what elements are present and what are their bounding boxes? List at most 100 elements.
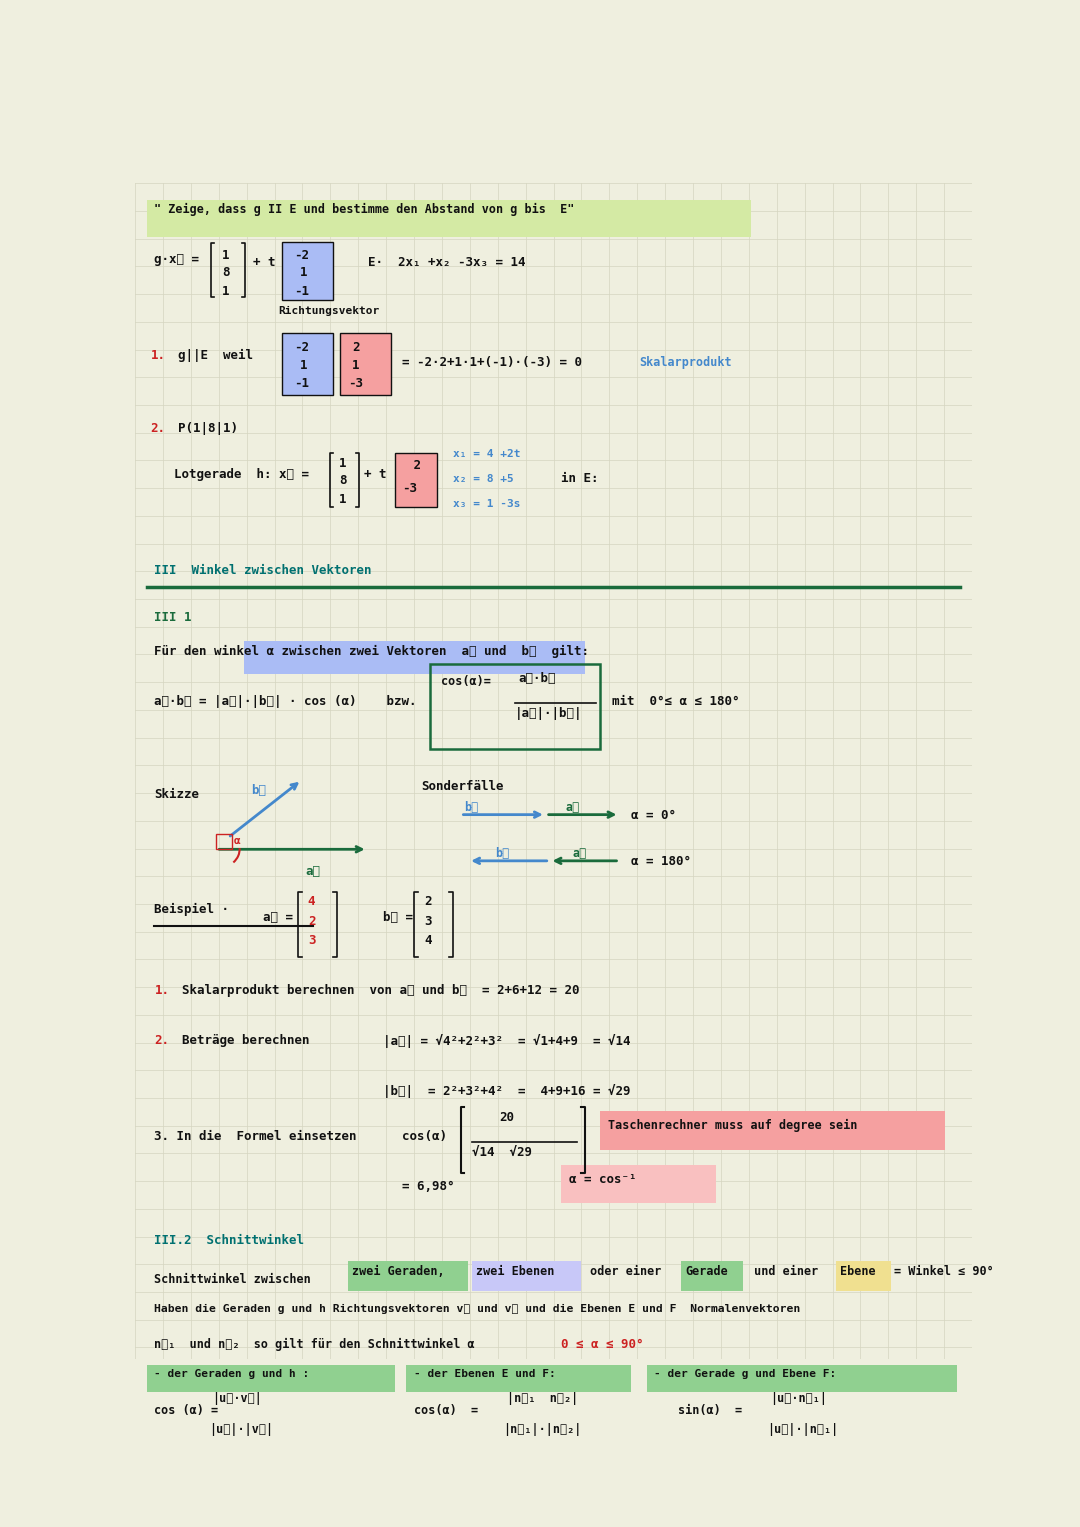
Text: III  Winkel zwischen Vektoren: III Winkel zwischen Vektoren (154, 565, 372, 577)
Bar (216, 834, 232, 849)
Text: |n⃗₁  n⃗₂|: |n⃗₁ n⃗₂| (507, 1393, 578, 1405)
Bar (147, 1365, 394, 1393)
Text: 4: 4 (424, 935, 432, 947)
Text: zwei Geraden,: zwei Geraden, (352, 1264, 445, 1278)
Bar (472, 1261, 581, 1290)
Text: 8: 8 (339, 475, 347, 487)
Text: 1: 1 (300, 359, 308, 371)
Text: cos(α)  =: cos(α) = (414, 1403, 478, 1417)
Text: - der Geraden g und h :: - der Geraden g und h : (154, 1370, 310, 1379)
Text: α = cos⁻¹: α = cos⁻¹ (569, 1173, 636, 1185)
Text: Richtungsvektor: Richtungsvektor (279, 307, 380, 316)
Text: 1: 1 (300, 266, 308, 279)
Text: 2: 2 (424, 895, 432, 909)
Text: Schnittwinkel zwischen: Schnittwinkel zwischen (154, 1274, 319, 1286)
Text: -3: -3 (348, 377, 363, 391)
Text: 3. In die  Formel einsetzen: 3. In die Formel einsetzen (154, 1130, 356, 1144)
Text: |u⃗|·|v⃗|: |u⃗|·|v⃗| (208, 1423, 273, 1435)
Text: 2.: 2. (150, 421, 165, 435)
Bar (282, 241, 333, 299)
Text: 2: 2 (308, 915, 315, 928)
Text: III.2  Schnittwinkel: III.2 Schnittwinkel (154, 1234, 305, 1248)
Bar (406, 1365, 631, 1393)
Text: E·  2x₁ +x₂ -3x₃ = 14: E· 2x₁ +x₂ -3x₃ = 14 (367, 257, 525, 269)
Text: 1.: 1. (150, 348, 165, 362)
Text: |u⃗·n⃗₁|: |u⃗·n⃗₁| (770, 1393, 827, 1405)
Text: - der Ebenen E und F:: - der Ebenen E und F: (414, 1370, 556, 1379)
Text: Beträge berechnen: Beträge berechnen (181, 1034, 309, 1048)
Text: P(1|8|1): P(1|8|1) (177, 421, 238, 435)
Text: 3: 3 (424, 915, 432, 928)
Text: √14  √29: √14 √29 (472, 1145, 532, 1159)
Text: α = 0°: α = 0° (631, 809, 676, 822)
Text: 1: 1 (221, 249, 229, 261)
Text: a⃗: a⃗ (565, 800, 579, 814)
Text: a⃗·b⃗: a⃗·b⃗ (518, 672, 556, 686)
Text: |b⃗|  = 2²+3²+4²  =  4+9+16 = √29: |b⃗| = 2²+3²+4² = 4+9+16 = √29 (383, 1084, 631, 1098)
Bar (340, 333, 391, 395)
Text: a⃗: a⃗ (306, 864, 321, 878)
Text: b⃗ =: b⃗ = (383, 912, 413, 924)
Text: III 1: III 1 (154, 611, 192, 623)
Text: 4: 4 (308, 895, 315, 909)
Text: |u⃗|·|n⃗₁|: |u⃗|·|n⃗₁| (767, 1423, 838, 1435)
Text: n⃗₁  und n⃗₂  so gilt für den Schnittwinkel α: n⃗₁ und n⃗₂ so gilt für den Schnittwinke… (154, 1338, 475, 1351)
Text: = 6,98°: = 6,98° (403, 1180, 455, 1194)
Text: 2: 2 (352, 341, 360, 354)
Text: 1: 1 (339, 457, 347, 470)
Text: 1.: 1. (154, 983, 170, 997)
Bar (282, 333, 333, 395)
Bar (681, 1261, 743, 1290)
Text: x₁ = 4 +2t: x₁ = 4 +2t (453, 449, 521, 460)
Text: α = 180°: α = 180° (631, 855, 691, 869)
Text: Gerade: Gerade (685, 1264, 728, 1278)
Text: -1: -1 (294, 286, 309, 298)
Text: Für den winkel α zwischen zwei Vektoren  a⃗ und  b⃗  gilt:: Für den winkel α zwischen zwei Vektoren … (154, 646, 590, 658)
Bar (348, 1261, 469, 1290)
Text: 2.: 2. (154, 1034, 170, 1048)
Bar (600, 1112, 945, 1150)
Text: Skalarprodukt: Skalarprodukt (638, 356, 731, 370)
Text: + t: + t (253, 257, 275, 269)
Text: |a⃗| = √4²+2²+3²  = √1+4+9  = √14: |a⃗| = √4²+2²+3² = √1+4+9 = √14 (383, 1034, 631, 1048)
Text: 1: 1 (352, 359, 360, 371)
Text: |n⃗₁|·|n⃗₂|: |n⃗₁|·|n⃗₂| (503, 1423, 581, 1435)
Bar (647, 1365, 957, 1393)
Bar (147, 200, 751, 237)
Text: g||E  weil: g||E weil (177, 348, 253, 362)
Text: und einer: und einer (747, 1264, 825, 1278)
Text: b⃗: b⃗ (252, 783, 267, 797)
Text: = -2·2+1·1+(-1)·(-3) = 0: = -2·2+1·1+(-1)·(-3) = 0 (403, 356, 582, 370)
Text: Haben die Geraden g und h Richtungsvektoren v⃗ und v⃗ und die Ebenen E und F  No: Haben die Geraden g und h Richtungsvekto… (154, 1304, 800, 1313)
Text: -1: -1 (294, 377, 309, 391)
Text: cos(α): cos(α) (403, 1130, 447, 1144)
Text: |u⃗·v⃗|: |u⃗·v⃗| (213, 1393, 262, 1405)
Text: g·x⃗ =: g·x⃗ = (154, 252, 200, 266)
Text: -2: -2 (294, 249, 309, 261)
Text: " Zeige, dass g II E und bestimme den Abstand von g bis  E": " Zeige, dass g II E und bestimme den Ab… (154, 203, 575, 217)
Text: α: α (234, 837, 241, 846)
Text: b⃗: b⃗ (496, 847, 510, 860)
Text: in E:: in E: (562, 472, 598, 486)
Text: |a⃗|·|b⃗|: |a⃗|·|b⃗| (515, 707, 582, 719)
Text: cos(α)=: cos(α)= (441, 675, 491, 687)
Text: Beispiel ·: Beispiel · (154, 902, 229, 916)
Text: a⃗·b⃗ = |a⃗|·|b⃗| · cos (α)    bzw.: a⃗·b⃗ = |a⃗|·|b⃗| · cos (α) bzw. (154, 695, 417, 709)
Text: 8: 8 (221, 266, 229, 279)
Text: + t: + t (364, 469, 387, 481)
Bar (562, 1165, 716, 1203)
Text: 0 ≤ α ≤ 90°: 0 ≤ α ≤ 90° (562, 1338, 644, 1351)
Text: 1: 1 (221, 286, 229, 298)
Text: sin(α)  =: sin(α) = (677, 1403, 742, 1417)
Text: a⃗: a⃗ (572, 847, 588, 860)
Text: Lotgerade  h: x⃗ =: Lotgerade h: x⃗ = (174, 469, 309, 481)
Text: 2: 2 (406, 460, 421, 472)
Bar (394, 452, 437, 507)
Text: zwei Ebenen: zwei Ebenen (476, 1264, 554, 1278)
Bar (836, 1261, 891, 1290)
Text: Skalarprodukt berechnen  von a⃗ und b⃗  = 2+6+12 = 20: Skalarprodukt berechnen von a⃗ und b⃗ = … (181, 983, 579, 997)
Text: x₃ = 1 -3s: x₃ = 1 -3s (453, 499, 521, 508)
Bar (243, 641, 584, 673)
Text: Ebene: Ebene (840, 1264, 876, 1278)
Text: 20: 20 (499, 1112, 514, 1124)
